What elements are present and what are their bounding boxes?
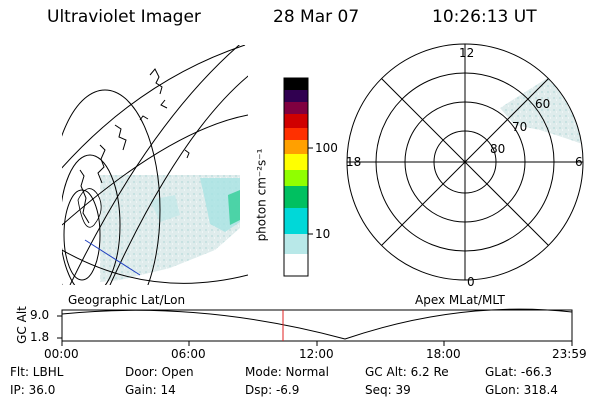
info-gain: Gain: 14 bbox=[125, 383, 176, 397]
altitude-timeline-plot bbox=[57, 308, 573, 346]
timeline-ylabel: GC Alt bbox=[14, 306, 29, 344]
instrument-title: Ultraviolet Imager bbox=[47, 7, 201, 27]
mlat-label-80: 80 bbox=[490, 142, 506, 156]
info-mode: Mode: Normal bbox=[245, 365, 329, 379]
mlt-label-6: 6 bbox=[575, 155, 583, 169]
geographic-map-panel bbox=[62, 45, 248, 285]
info-glat: GLat: -66.3 bbox=[485, 365, 552, 379]
timeline-xtick-0000: 00:00 bbox=[44, 347, 79, 361]
mlat-label-60: 60 bbox=[535, 97, 551, 111]
info-filter: Flt: LBHL bbox=[10, 365, 64, 379]
timeline-xtick-2359: 23:59 bbox=[552, 347, 587, 361]
timeline-ytick-9: 9.0 bbox=[30, 308, 50, 322]
geographic-panel-label: Geographic Lat/Lon bbox=[68, 293, 186, 307]
altitude-curve bbox=[61, 308, 573, 340]
colorbar-unit-label: photon cm⁻²s⁻¹ bbox=[254, 148, 269, 242]
date-label: 28 Mar 07 bbox=[273, 7, 360, 27]
colorbar bbox=[283, 77, 309, 277]
mlt-label-18: 18 bbox=[346, 155, 362, 169]
mlat-label-70: 70 bbox=[512, 120, 528, 134]
info-gc-alt: GC Alt: 6.2 Re bbox=[365, 365, 449, 379]
info-seq: Seq: 39 bbox=[365, 383, 411, 397]
polar-mlat-mlt-panel bbox=[346, 43, 584, 281]
time-label: 10:26:13 UT bbox=[432, 7, 537, 27]
info-ip: IP: 36.0 bbox=[10, 383, 56, 397]
colorbar-tick-10: 10 bbox=[315, 227, 331, 241]
timeline-ytick-1_8: 1.8 bbox=[30, 330, 50, 344]
colorbar-tick-100: 100 bbox=[315, 141, 338, 155]
apex-panel-label: Apex MLat/MLT bbox=[415, 293, 505, 307]
mlt-label-0: 0 bbox=[467, 275, 475, 289]
mlt-label-12: 12 bbox=[459, 46, 475, 60]
info-dsp: Dsp: -6.9 bbox=[245, 383, 300, 397]
timeline-xtick-1800: 18:00 bbox=[426, 347, 461, 361]
timeline-xtick-0600: 06:00 bbox=[171, 347, 206, 361]
info-door: Door: Open bbox=[125, 365, 194, 379]
info-glon: GLon: 318.4 bbox=[485, 383, 558, 397]
aurora-emission-left bbox=[100, 175, 240, 282]
timeline-xtick-1200: 12:00 bbox=[299, 347, 334, 361]
